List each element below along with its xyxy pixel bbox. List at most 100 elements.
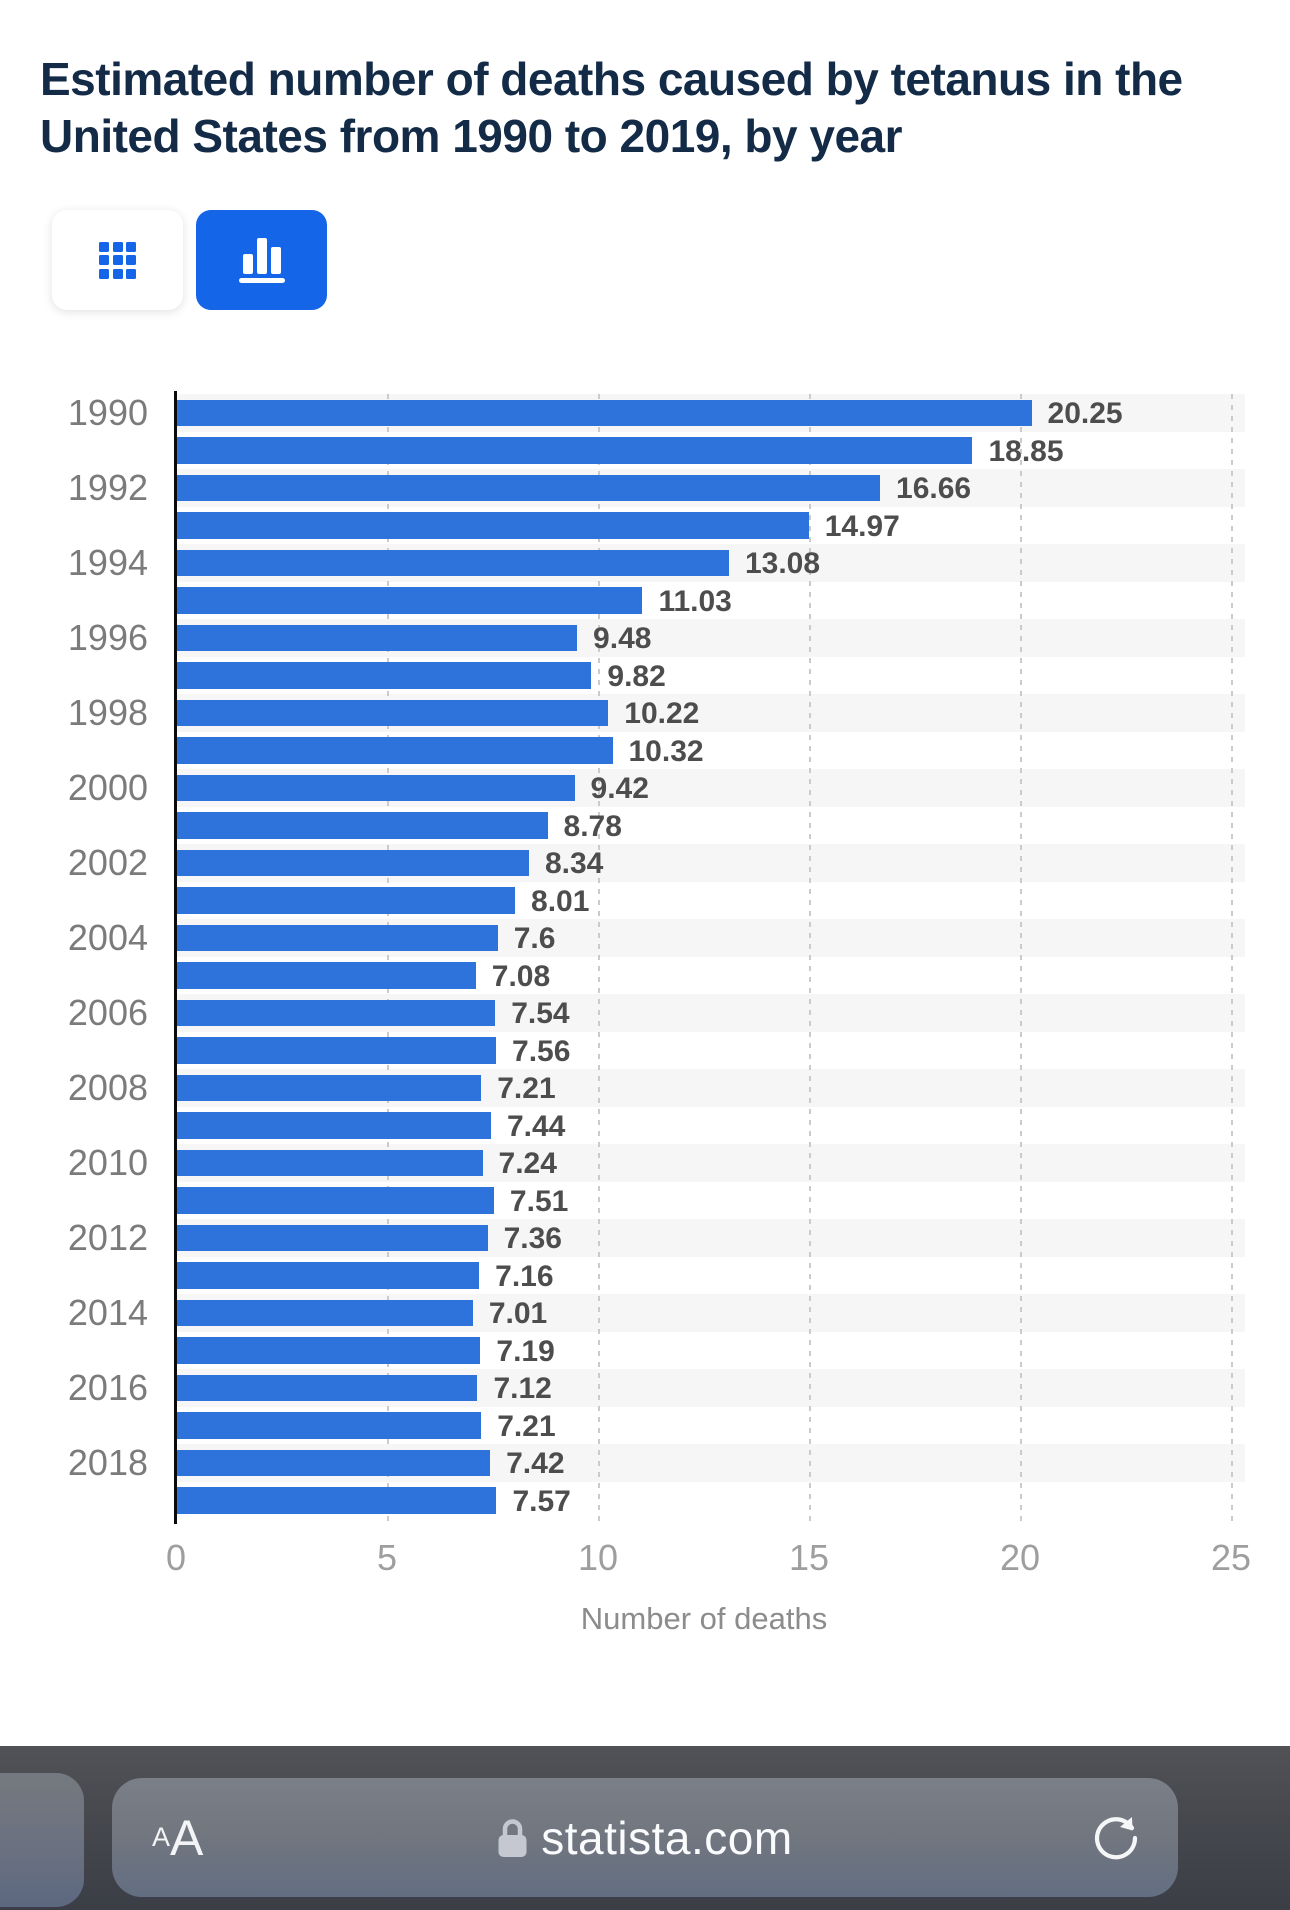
url-text: statista.com: [541, 1811, 793, 1864]
value-label: 9.48: [593, 622, 652, 655]
gridline: [1231, 394, 1233, 1522]
bar-2015[interactable]: [177, 1337, 481, 1364]
value-label: 7.36: [503, 1222, 562, 1255]
text-size-large-a: A: [170, 1809, 204, 1866]
y-axis-label: 2004: [67, 917, 148, 958]
x-axis-tick-label: 25: [1210, 1537, 1252, 1578]
grid-icon: [99, 241, 136, 279]
value-label: 7.51: [509, 1184, 569, 1218]
bar-2008[interactable]: [177, 1074, 482, 1101]
y-axis-label: 2018: [67, 1442, 148, 1483]
value-label: 7.08: [491, 959, 551, 993]
bar-2011[interactable]: [177, 1187, 494, 1214]
value-label: 9.82: [607, 659, 666, 693]
y-axis-label: 1992: [67, 467, 148, 508]
value-label: 18.85: [988, 434, 1064, 468]
x-axis-tick-label: 5: [376, 1537, 398, 1578]
bar-2018[interactable]: [177, 1449, 491, 1476]
y-axis-label: 1998: [67, 692, 148, 733]
bar-1994[interactable]: [177, 549, 729, 576]
y-axis-label: 2010: [67, 1142, 148, 1183]
bar-2004[interactable]: [177, 924, 498, 951]
bar-2000[interactable]: [177, 774, 575, 801]
value-label: 7.44: [506, 1109, 566, 1143]
y-axis-label: 1994: [67, 542, 148, 583]
value-label: 7.54: [511, 997, 570, 1030]
bar-2013[interactable]: [177, 1262, 480, 1289]
bar-2016[interactable]: [177, 1374, 478, 1401]
bar-chart-icon: [238, 237, 286, 283]
value-label: 7.57: [512, 1484, 571, 1518]
previous-tab-edge[interactable]: [0, 1773, 84, 1907]
bar-1991[interactable]: [177, 437, 973, 464]
bar-2006[interactable]: [177, 999, 496, 1026]
bar-1995[interactable]: [177, 587, 643, 614]
bar-1998[interactable]: [177, 699, 609, 726]
value-label: 8.78: [563, 809, 622, 843]
y-axis-label: 1990: [67, 392, 148, 433]
url-display: statista.com: [112, 1811, 1178, 1865]
bar-1990[interactable]: [177, 399, 1032, 426]
y-axis-label: 2016: [67, 1367, 148, 1408]
bar-1992[interactable]: [177, 474, 881, 501]
value-label: 7.21: [497, 1409, 556, 1443]
value-label: 8.34: [544, 847, 604, 880]
value-label: 20.25: [1047, 397, 1123, 430]
value-label: 7.6: [513, 922, 556, 955]
table-view-button[interactable]: [52, 210, 183, 310]
text-size-small-a: A: [152, 1822, 171, 1852]
value-label: 9.42: [590, 772, 649, 805]
value-label: 7.21: [497, 1072, 556, 1105]
value-label: 16.66: [896, 472, 972, 505]
gridline: [598, 394, 600, 1522]
value-label: 7.24: [498, 1147, 557, 1180]
x-axis-tick-label: 20: [999, 1537, 1041, 1578]
bar-1993[interactable]: [177, 512, 809, 539]
bar-2010[interactable]: [177, 1149, 483, 1176]
bar-2012[interactable]: [177, 1224, 488, 1251]
gridline: [387, 394, 389, 1522]
bar-1999[interactable]: [177, 737, 613, 764]
y-axis-label: 2012: [67, 1217, 148, 1258]
bar-2003[interactable]: [177, 887, 516, 914]
gridline: [1020, 394, 1022, 1522]
value-label: 10.32: [628, 734, 704, 768]
value-label: 14.97: [824, 509, 900, 543]
value-label: 7.19: [496, 1334, 555, 1368]
bar-1996[interactable]: [177, 624, 578, 651]
value-label: 11.03: [658, 584, 732, 618]
bar-2001[interactable]: [177, 812, 548, 839]
refresh-icon: [1094, 1816, 1138, 1859]
y-axis-label: 1996: [67, 617, 148, 658]
bar-2002[interactable]: [177, 849, 529, 876]
x-axis-tick-label: 10: [577, 1537, 619, 1578]
x-axis-tick-label: 0: [165, 1537, 187, 1578]
refresh-button[interactable]: [1092, 1778, 1140, 1897]
bar-2005[interactable]: [177, 962, 476, 989]
y-axis-label: 2000: [67, 767, 148, 808]
x-axis-tick-label: 15: [788, 1537, 830, 1578]
bar-2019[interactable]: [177, 1487, 497, 1514]
value-label: 8.01: [531, 884, 590, 918]
page-title: Estimated number of deaths caused by tet…: [40, 52, 1183, 162]
y-axis-label: 2002: [67, 842, 148, 883]
value-label: 7.01: [488, 1297, 548, 1330]
bar-1997[interactable]: [177, 662, 592, 689]
y-axis-line: [174, 391, 177, 1524]
value-label: 7.42: [506, 1447, 565, 1480]
y-axis-label: 2006: [67, 992, 148, 1033]
bar-2017[interactable]: [177, 1412, 482, 1439]
chart-view-button[interactable]: [196, 210, 327, 310]
bar-2007[interactable]: [177, 1037, 497, 1064]
x-axis-title: Number of deaths: [580, 1601, 828, 1636]
bar-2014[interactable]: [177, 1299, 473, 1326]
y-axis-label: 2008: [67, 1067, 148, 1108]
lock-icon: [498, 1818, 527, 1857]
value-label: 7.16: [495, 1259, 554, 1293]
value-label: 7.12: [493, 1372, 552, 1405]
bar-2009[interactable]: [177, 1112, 491, 1139]
gridline: [809, 394, 811, 1522]
